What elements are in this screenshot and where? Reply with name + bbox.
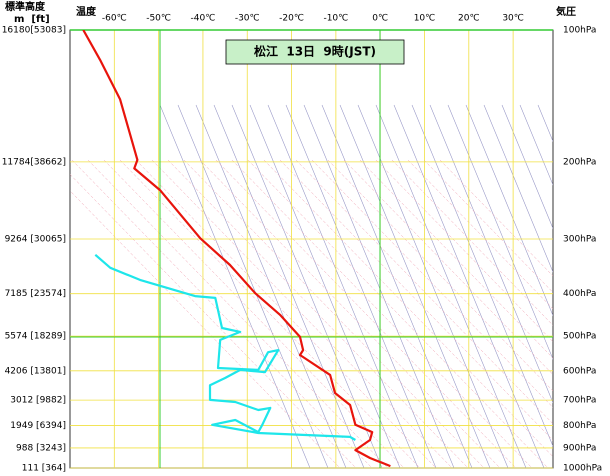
background-line xyxy=(447,104,553,360)
height-tick-label: 1949 [6394] xyxy=(10,421,66,431)
background-line xyxy=(183,159,485,468)
background-line xyxy=(327,159,553,392)
background-line xyxy=(375,159,553,343)
x-tick-label: 20℃ xyxy=(458,14,480,24)
background-line xyxy=(167,159,469,468)
height-tick-label: 7185 [23574] xyxy=(5,289,66,299)
background-lines xyxy=(70,104,553,468)
x-axis-label: 温度 xyxy=(76,5,97,18)
y-tick-label: 1000hPa xyxy=(563,464,602,474)
y-tick-label: 400hPa xyxy=(563,289,596,299)
background-line xyxy=(70,190,341,468)
background-line xyxy=(429,104,553,404)
chart-title: 松江 13日 9時(JST) xyxy=(254,44,376,59)
background-line xyxy=(465,104,553,317)
y-tick-label: 700hPa xyxy=(563,396,596,406)
background-line xyxy=(303,104,455,468)
height-tick-label: 3012 [9882] xyxy=(10,396,66,406)
height-tick-label: 16180[53083] xyxy=(2,26,66,36)
background-line xyxy=(87,159,389,468)
x-tick-label: -50℃ xyxy=(146,14,171,24)
background-line xyxy=(439,159,553,277)
x-tick-label: -20℃ xyxy=(279,14,304,24)
background-line xyxy=(311,159,553,408)
background-line xyxy=(423,159,553,293)
series xyxy=(82,30,391,468)
background-line xyxy=(199,159,501,468)
background-line xyxy=(483,104,553,273)
x-tick-label: 30℃ xyxy=(502,14,524,24)
x-tick-label: 10℃ xyxy=(414,14,436,24)
background-line xyxy=(195,104,347,468)
y-axis-label: 気圧 xyxy=(555,5,576,18)
x-tick-label: -60℃ xyxy=(102,14,127,24)
x-tick-label: -30℃ xyxy=(235,14,260,24)
background-line xyxy=(215,159,517,468)
background-line xyxy=(359,159,553,359)
height-tick-label: 4206 [13801] xyxy=(5,366,66,376)
x-tick-label: 0℃ xyxy=(372,14,388,24)
height-tick-label: 9264 [30065] xyxy=(5,234,66,244)
background-line xyxy=(119,159,421,468)
sounding-line xyxy=(82,30,391,468)
background-line xyxy=(103,159,405,468)
background-line xyxy=(263,159,553,458)
title-box xyxy=(225,39,405,65)
background-line xyxy=(343,159,553,375)
background-line xyxy=(70,174,357,468)
y-tick-label: 900hPa xyxy=(563,443,596,453)
background-line xyxy=(213,104,365,468)
background-line xyxy=(279,159,553,441)
height-unit: m [ft] xyxy=(14,14,50,25)
background-line xyxy=(71,159,373,468)
background-line xyxy=(247,159,549,468)
background-line xyxy=(285,104,437,468)
background-line xyxy=(339,104,491,468)
x-tick-label: -10℃ xyxy=(323,14,348,24)
sounding-line xyxy=(94,253,356,441)
background-line xyxy=(249,104,401,468)
background-line xyxy=(135,159,437,468)
y-tick-label: 300hPa xyxy=(563,234,596,244)
background-line xyxy=(501,104,553,230)
height-label: 標準高度 xyxy=(5,0,46,13)
plot-area xyxy=(69,29,554,469)
y-tick-label: 800hPa xyxy=(563,421,596,431)
height-tick-label: 5574 [18289] xyxy=(5,332,66,342)
x-tick-label: -40℃ xyxy=(191,14,216,24)
background-line xyxy=(391,159,553,326)
height-tick-label: 11784[38662] xyxy=(2,157,66,167)
background-line xyxy=(357,104,509,468)
y-tick-label: 100hPa xyxy=(563,26,596,36)
background-line xyxy=(159,104,311,468)
background-line xyxy=(151,159,453,468)
height-tick-label: 111 [364] xyxy=(22,464,66,474)
y-tick-label: 500hPa xyxy=(563,332,596,342)
y-tick-label: 200hPa xyxy=(563,157,596,167)
height-tick-label: 988 [3243] xyxy=(16,443,66,453)
background-line xyxy=(519,104,553,186)
y-tick-label: 600hPa xyxy=(563,366,596,376)
background-line xyxy=(321,104,473,468)
background-line xyxy=(407,159,553,310)
background-line xyxy=(295,159,553,425)
background-line xyxy=(231,159,533,468)
